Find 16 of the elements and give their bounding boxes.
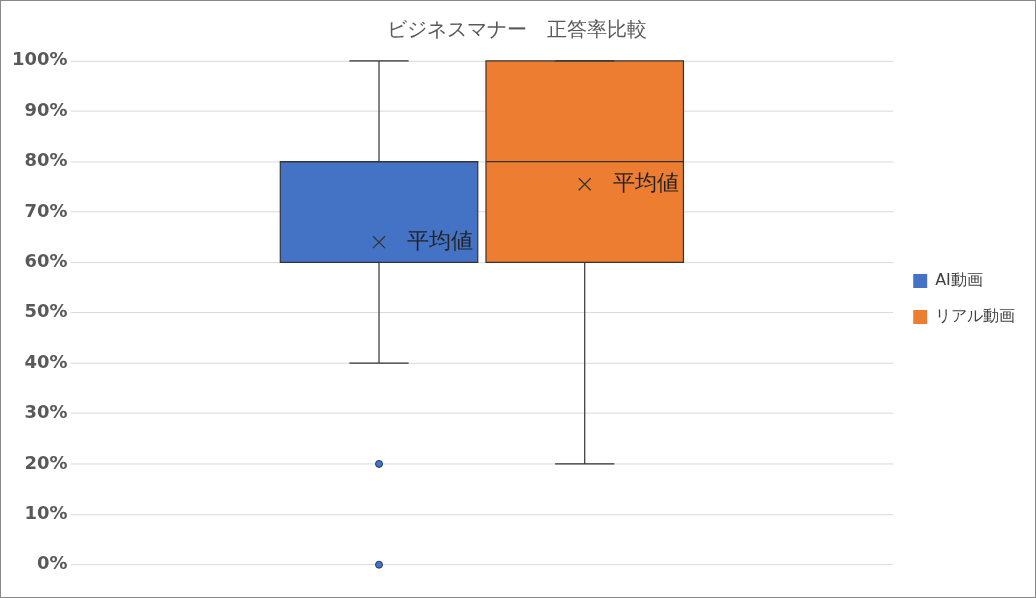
annotation: 平均値 [406,227,474,253]
y-tick-label: 90% [24,98,68,120]
y-tick-label: 20% [24,451,68,473]
y-tick-label: 60% [24,250,68,272]
y-tick-label: 0% [36,552,68,574]
y-tick-label: 40% [24,350,68,372]
legend-label: AI動画 [935,270,983,290]
y-tick-label: 70% [24,199,68,221]
y-tick-label: 30% [24,401,68,423]
y-tick-label: 10% [24,501,68,523]
legend-label: リアル動画 [935,306,1016,326]
annotation: 平均値 [612,169,679,195]
y-tick-label: 100% [12,48,68,70]
y-tick-label: 50% [24,300,68,322]
y-tick-label: 80% [24,149,68,171]
chart-title: ビジネスマナー 正答率比較 [386,17,648,42]
